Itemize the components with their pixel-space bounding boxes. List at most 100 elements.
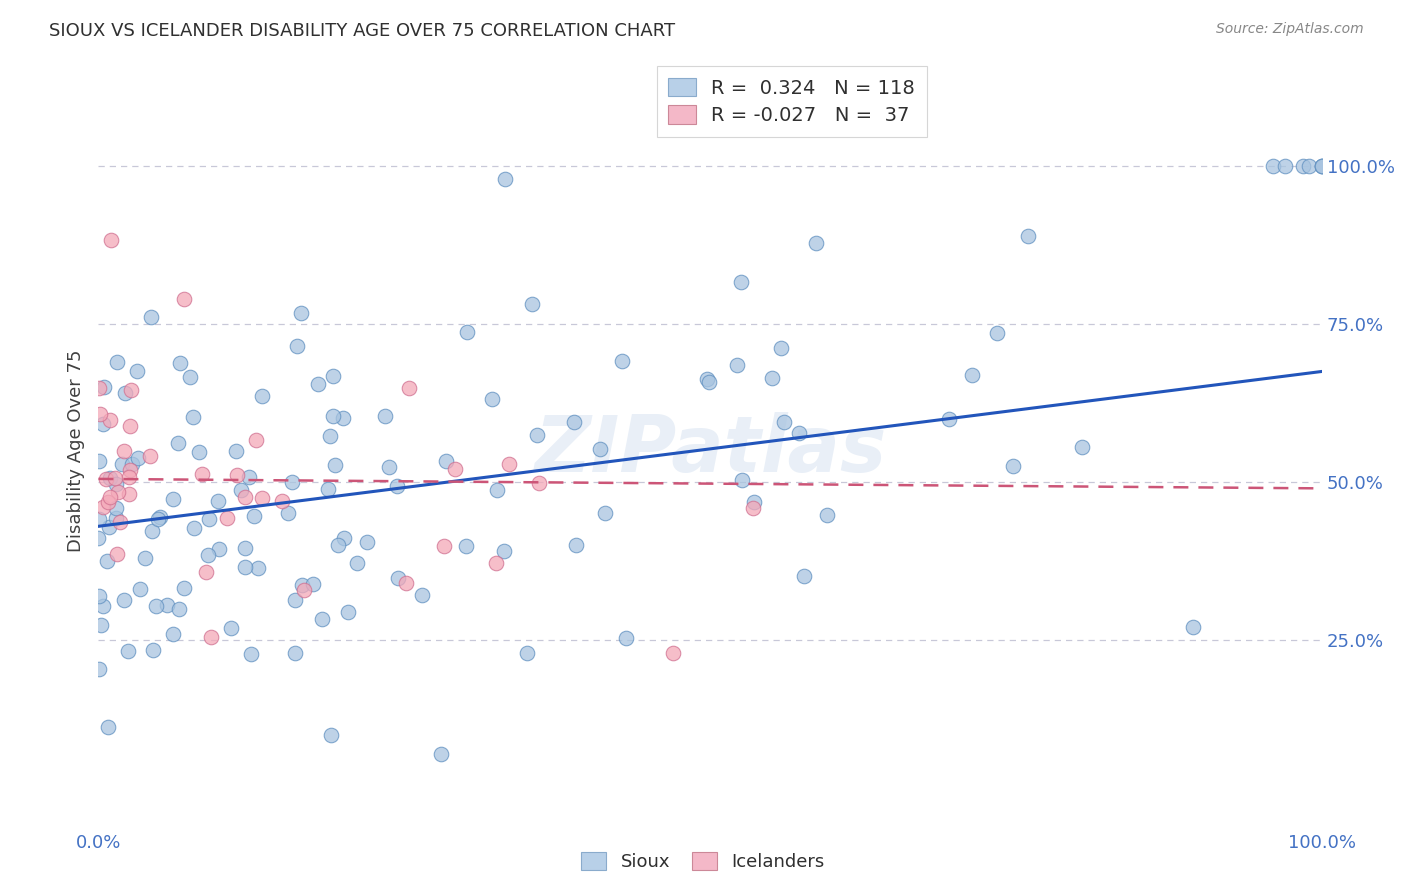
Point <box>290 306 312 320</box>
Point <box>938 412 960 426</box>
Point <box>280 475 302 489</box>
Point <box>730 276 752 290</box>
Point <box>332 411 354 425</box>
Point <box>242 508 264 523</box>
Point <box>398 381 420 395</box>
Point <box>239 647 262 661</box>
Point <box>385 479 408 493</box>
Y-axis label: Disability Age Over 75: Disability Age Over 75 <box>67 349 86 552</box>
Point <box>787 426 810 441</box>
Point <box>387 571 409 585</box>
Point <box>960 368 983 383</box>
Point <box>91 417 114 432</box>
Point <box>332 531 354 545</box>
Point <box>346 556 368 570</box>
Point <box>207 541 229 556</box>
Point <box>374 409 396 423</box>
Text: Source: ZipAtlas.com: Source: ZipAtlas.com <box>1216 22 1364 37</box>
Point <box>149 510 172 524</box>
Point <box>98 471 121 485</box>
Point <box>93 380 115 394</box>
Point <box>233 559 256 574</box>
Point <box>105 354 128 368</box>
Point <box>173 581 195 595</box>
Point <box>815 508 838 522</box>
Point <box>104 476 127 491</box>
Point <box>1182 620 1205 634</box>
Point <box>498 457 520 471</box>
Point <box>270 494 292 508</box>
Point <box>316 482 339 496</box>
Point <box>90 618 112 632</box>
Point <box>1298 159 1320 173</box>
Point <box>162 626 184 640</box>
Point <box>207 493 229 508</box>
Point <box>97 720 120 734</box>
Point <box>134 551 156 566</box>
Point <box>104 510 127 524</box>
Point <box>167 435 190 450</box>
Point <box>183 521 205 535</box>
Point <box>492 544 515 558</box>
Point <box>319 428 342 442</box>
Point <box>323 458 346 473</box>
Point <box>229 483 252 498</box>
Point <box>1070 440 1092 454</box>
Point <box>526 428 548 442</box>
Point <box>411 588 433 602</box>
Point <box>181 410 204 425</box>
Point <box>301 577 323 591</box>
Point <box>146 512 169 526</box>
Point <box>100 490 122 504</box>
Point <box>1274 159 1296 173</box>
Point <box>87 531 110 545</box>
Point <box>139 310 162 325</box>
Point <box>100 233 122 247</box>
Point <box>593 506 616 520</box>
Point <box>89 454 111 468</box>
Point <box>761 371 783 385</box>
Point <box>986 326 1008 341</box>
Point <box>167 602 190 616</box>
Point <box>564 415 586 429</box>
Point <box>494 172 516 186</box>
Point <box>173 292 195 306</box>
Point <box>97 495 120 509</box>
Point <box>197 548 219 562</box>
Point <box>250 491 273 505</box>
Point <box>430 747 453 761</box>
Point <box>742 500 765 515</box>
Point <box>187 445 209 459</box>
Point <box>481 392 503 407</box>
Point <box>156 598 179 612</box>
Point <box>200 630 222 644</box>
Point <box>215 511 238 525</box>
Point <box>793 568 815 582</box>
Point <box>233 541 256 555</box>
Text: ZIPatlas: ZIPatlas <box>534 412 886 489</box>
Point <box>98 413 121 427</box>
Point <box>105 547 128 561</box>
Point <box>697 375 720 389</box>
Point <box>444 462 467 476</box>
Point <box>1002 458 1025 473</box>
Point <box>245 433 267 447</box>
Point <box>89 381 111 395</box>
Point <box>110 457 132 471</box>
Point <box>87 662 110 676</box>
Point <box>322 409 344 423</box>
Point <box>378 460 401 475</box>
Point <box>456 325 478 339</box>
Legend: R =  0.324   N = 118, R = -0.027   N =  37: R = 0.324 N = 118, R = -0.027 N = 37 <box>657 66 927 136</box>
Point <box>89 407 111 421</box>
Point <box>91 500 114 515</box>
Point <box>614 631 637 645</box>
Point <box>118 469 141 483</box>
Point <box>114 386 136 401</box>
Point <box>395 575 418 590</box>
Legend: Sioux, Icelanders: Sioux, Icelanders <box>574 846 832 879</box>
Point <box>112 593 135 607</box>
Point <box>1310 159 1333 173</box>
Point <box>1310 159 1333 173</box>
Point <box>108 516 131 530</box>
